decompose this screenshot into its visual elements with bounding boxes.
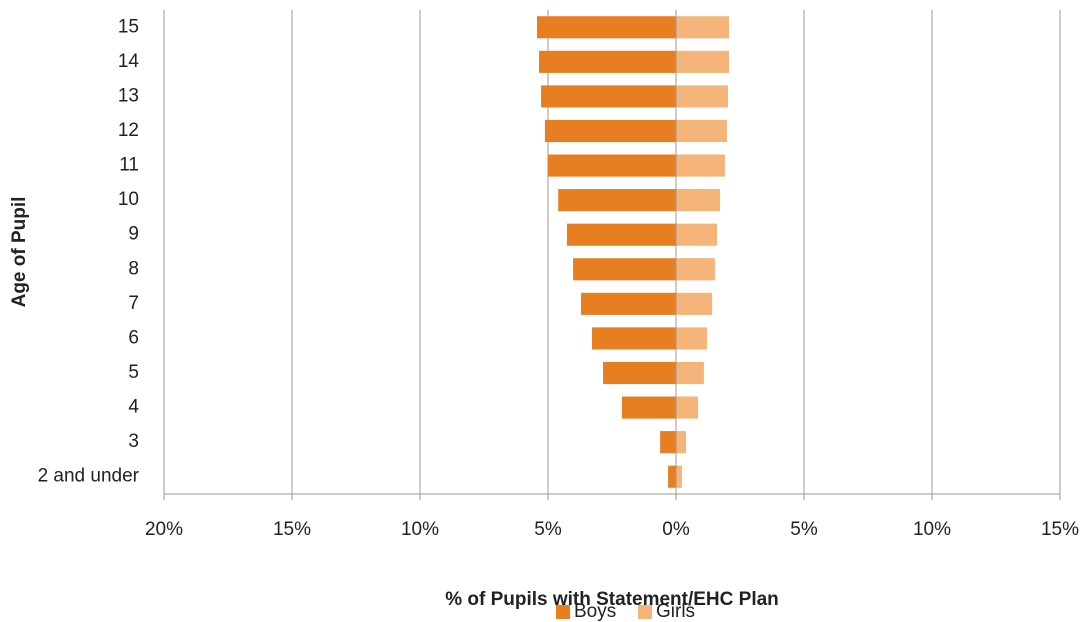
y-tick-label: 8 — [128, 258, 139, 279]
bar — [581, 292, 676, 315]
x-tick-label: 10% — [913, 519, 951, 540]
bar — [676, 431, 686, 454]
bar — [541, 85, 676, 108]
legend-label: Boys — [574, 601, 616, 622]
bar — [676, 119, 727, 143]
y-axis-title: Age of Pupil — [9, 197, 30, 308]
bar — [676, 189, 721, 212]
x-tick-label: 10% — [401, 519, 439, 540]
y-tick-label: 4 — [128, 397, 139, 418]
x-tick-label: 5% — [790, 519, 818, 540]
y-tick-label: 9 — [128, 224, 139, 245]
x-axis-title: % of Pupils with Statement/EHC Plan — [445, 589, 779, 610]
bar — [676, 258, 715, 281]
bar — [676, 50, 729, 73]
x-tick-label: 15% — [273, 519, 311, 540]
bar — [676, 16, 729, 39]
bar — [676, 154, 725, 177]
bar — [668, 465, 676, 488]
x-tick-label: 5% — [534, 519, 562, 540]
bar — [676, 223, 717, 246]
y-tick-label: 2 and under — [38, 466, 140, 487]
y-tick-label: 11 — [119, 155, 139, 176]
bar — [544, 119, 676, 143]
legend-swatch — [556, 605, 570, 619]
bar — [676, 292, 713, 315]
bar — [676, 85, 728, 108]
x-tick-label: 0% — [662, 519, 690, 540]
y-tick-label: 14 — [118, 51, 140, 72]
y-tick-label: 13 — [118, 85, 139, 106]
bar — [539, 50, 676, 73]
bar — [536, 16, 676, 39]
bar — [676, 465, 682, 488]
bar — [592, 327, 676, 350]
bar — [676, 327, 707, 350]
y-tick-label: 7 — [128, 293, 139, 314]
x-tick-label: 20% — [145, 519, 183, 540]
bar — [676, 396, 699, 419]
y-tick-label: 5 — [128, 362, 139, 383]
y-tick-label: 10 — [118, 189, 139, 210]
bar — [573, 258, 676, 281]
legend-swatch — [638, 605, 652, 619]
y-tick-label: 6 — [128, 327, 139, 348]
bar — [660, 431, 676, 454]
bar — [621, 396, 676, 419]
bar — [566, 223, 676, 246]
y-tick-label: 15 — [118, 16, 139, 37]
bar — [548, 154, 676, 177]
y-tick-label: 12 — [118, 120, 139, 141]
bar — [558, 189, 676, 212]
bar — [603, 361, 676, 385]
bar — [676, 361, 704, 385]
y-tick-label: 3 — [128, 431, 139, 452]
legend-label: Girls — [656, 601, 695, 622]
x-tick-label: 15% — [1041, 519, 1079, 540]
